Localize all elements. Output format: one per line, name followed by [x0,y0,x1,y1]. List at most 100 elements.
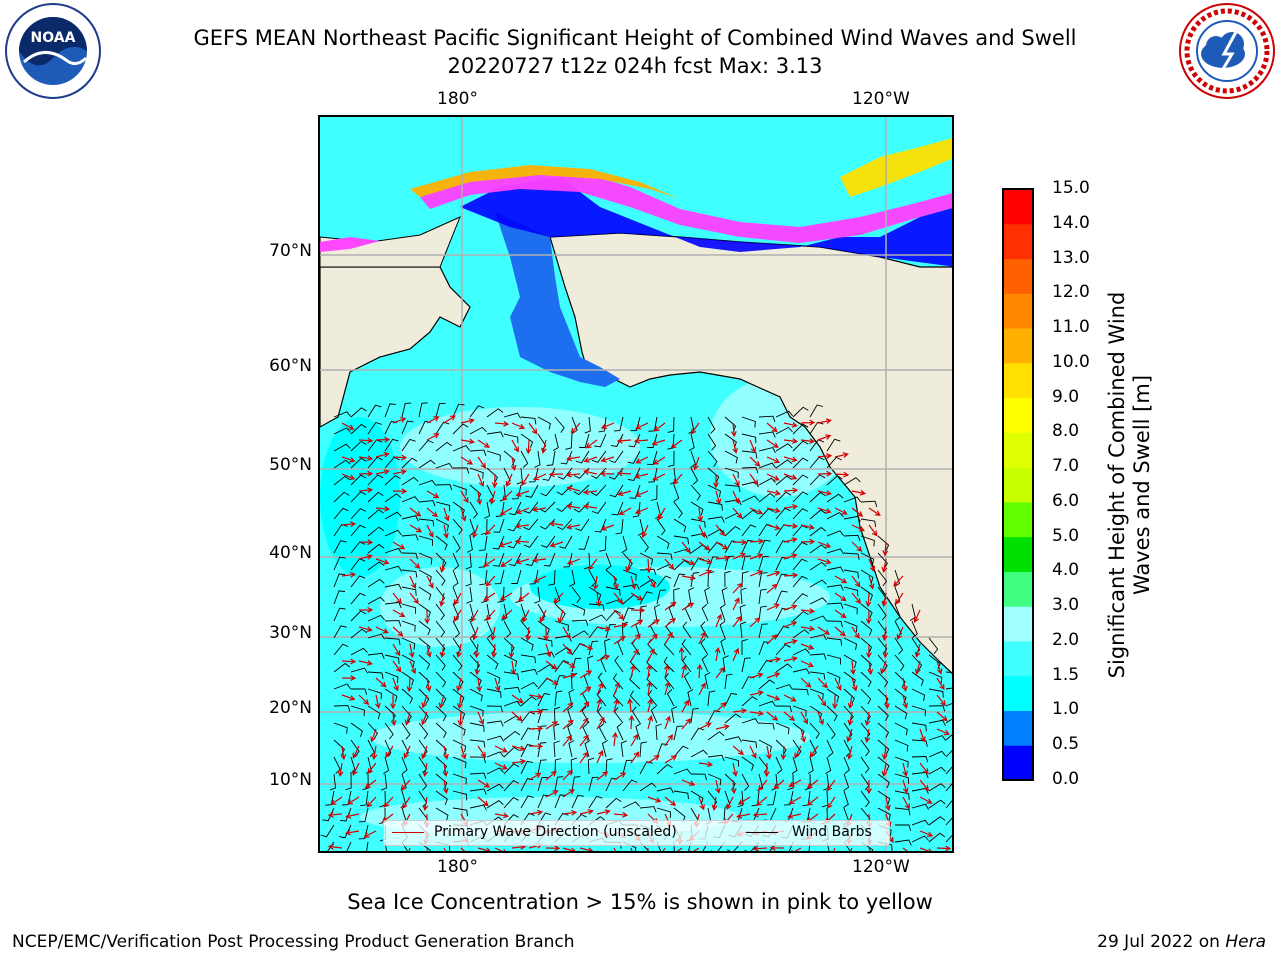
wave-direction-arrow [783,523,799,529]
wind-barb [511,484,522,500]
wind-barb [588,795,603,809]
wave-direction-arrow [553,592,564,604]
wave-direction-arrow [630,751,640,764]
wind-barb [741,718,759,724]
wind-barb [486,654,499,670]
wave-direction-arrow [358,694,370,705]
colorbar-cell [1003,640,1033,677]
wind-barb [452,637,462,655]
wind-barb [843,790,849,808]
wave-direction-arrow [715,490,722,505]
wind-barb [435,790,448,806]
colorbar-tick-label: 5.0 [1052,525,1080,546]
wind-barb [787,773,794,791]
wind-barb [520,696,537,707]
wind-barb [621,535,628,553]
wave-direction-arrow [421,745,428,760]
wind-barb [418,535,433,546]
lat-label-50n: 50°N [269,455,312,475]
wind-barb [333,540,347,554]
wind-barb [358,824,369,840]
wave-direction-arrow [514,538,530,545]
wave-direction-arrow [579,717,589,730]
wind-barb [350,407,367,418]
wind-barb [653,604,661,622]
wave-direction-arrow [592,575,599,591]
wind-barb [588,603,605,611]
wind-barb [554,603,566,620]
wave-direction-arrow [749,553,764,560]
wave-direction-arrow [749,538,765,545]
wind-barb [435,535,448,551]
colorbar-cell [1003,467,1033,503]
wind-barb [707,450,718,467]
wind-barb [367,561,385,571]
wind-barb [894,807,911,816]
wave-direction-arrow [613,772,627,781]
wave-direction-arrow [525,439,532,455]
wave-direction-arrow [664,617,676,628]
map-panel [318,115,954,853]
wave-direction-arrow [715,613,722,628]
wave-direction-arrow [510,456,517,472]
wave-direction-arrow [341,658,357,665]
wave-direction-arrow [406,677,413,693]
wind-barb [945,687,952,690]
wave-direction-arrow [392,541,406,550]
wind-barb [503,620,512,638]
wave-direction-arrow [749,710,765,717]
wind-barb [809,597,827,605]
wind-barb [809,579,827,588]
wind-barb [503,746,520,758]
wind-barb [928,832,946,843]
wind-barb [384,583,402,590]
wind-barb [469,467,484,479]
wind-barb [350,508,366,520]
wave-direction-arrow [769,844,785,851]
wind-barb [664,673,675,690]
wave-direction-arrow [817,677,828,689]
wave-direction-arrow [404,711,411,726]
wind-barb [639,782,657,792]
wind-barb [826,688,840,703]
wind-barb [452,756,467,769]
wave-direction-arrow [846,728,853,743]
wave-direction-arrow [562,702,574,713]
wind-barb [418,586,432,601]
wind-barb [520,637,534,651]
wind-barb [807,756,814,774]
wave-direction-arrow [548,471,564,478]
wave-direction-arrow [851,677,858,692]
wind-barb [616,723,624,741]
wave-direction-arrow [545,643,552,658]
wind-barb [758,415,776,422]
wave-direction-arrow [698,722,712,730]
wind-barb [928,783,946,792]
wind-barb [367,722,379,739]
wind-barb [724,713,741,724]
wave-direction-arrow [866,779,872,795]
wind-barb [673,587,680,605]
wind-barb [894,756,909,768]
wave-direction-arrow [630,633,641,645]
wind-barb [469,671,482,687]
wind-barb [909,603,916,621]
wind-barb [435,671,447,688]
wind-barb [775,739,787,756]
wave-direction-arrow [647,633,658,645]
wind-barb [503,780,520,792]
wave-direction-arrow [881,626,888,642]
wind-barb [707,484,722,498]
wind-barb [704,672,711,690]
wave-direction-arrow [715,541,729,550]
wind-barb [928,671,943,684]
wind-barb [401,586,417,596]
wave-direction-legend-label: Primary Wave Direction (unscaled) [434,824,677,840]
wind-barb [435,484,453,491]
wind-barb [486,720,504,727]
wave-direction-arrow [613,622,629,629]
wave-direction-arrow [562,660,576,668]
wind-barb [601,740,608,758]
wave-direction-arrow [485,609,496,621]
wind-barb [615,518,624,535]
